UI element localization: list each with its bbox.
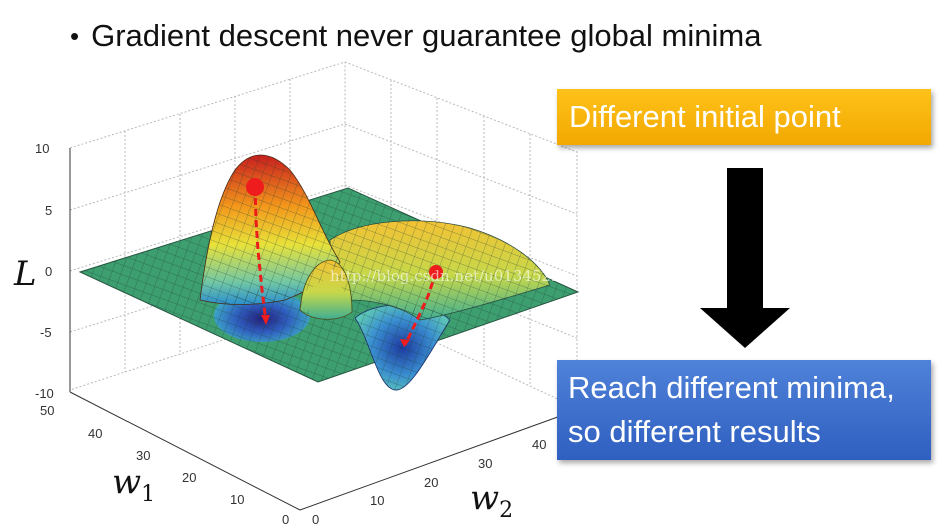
results-line-2: so different results — [568, 414, 821, 449]
watermark: http://blog.csdn.net/u013452217 — [330, 267, 580, 285]
plot-axes — [69, 148, 578, 511]
z-tick: -5 — [40, 325, 52, 340]
results-line-1: Reach different minima, — [568, 370, 895, 405]
w1-tick: 0 — [282, 512, 289, 527]
z-tick: 5 — [45, 203, 52, 218]
w1-tick: 30 — [136, 448, 150, 463]
descent-path-1 — [246, 178, 270, 325]
w1-tick: 10 — [230, 492, 244, 507]
z-tick: -10 — [35, 386, 54, 401]
z-tick: 10 — [35, 141, 49, 156]
down-arrow-icon — [700, 168, 790, 348]
w2-tick: 30 — [478, 456, 492, 471]
z-axis-label: L — [14, 254, 37, 294]
descent-path-2 — [400, 265, 443, 347]
bullet-symbol: • — [70, 21, 80, 51]
bullet-text: Gradient descent never guarantee global … — [91, 18, 762, 53]
initial-point-box: Different initial point — [557, 89, 931, 145]
w2-tick: 0 — [312, 512, 319, 527]
tick-labels: 10 5 0 -5 -10 50 40 30 20 10 0 0 10 20 3… — [35, 141, 546, 527]
w1-axis-label: w1 — [112, 462, 156, 507]
w1-tick: 20 — [182, 470, 196, 485]
initial-point-text: Different initial point — [569, 99, 841, 134]
w1-tick: 50 — [40, 403, 54, 418]
w2-axis-label: w2 — [470, 478, 514, 523]
w2-tick: 40 — [532, 437, 546, 452]
w1-tick: 40 — [88, 426, 102, 441]
z-tick: 0 — [45, 264, 52, 279]
w2-tick: 10 — [370, 493, 384, 508]
w2-tick: 20 — [424, 475, 438, 490]
results-box: Reach different minima, so different res… — [557, 360, 931, 460]
bullet-point: • Gradient descent never guarantee globa… — [70, 18, 761, 54]
